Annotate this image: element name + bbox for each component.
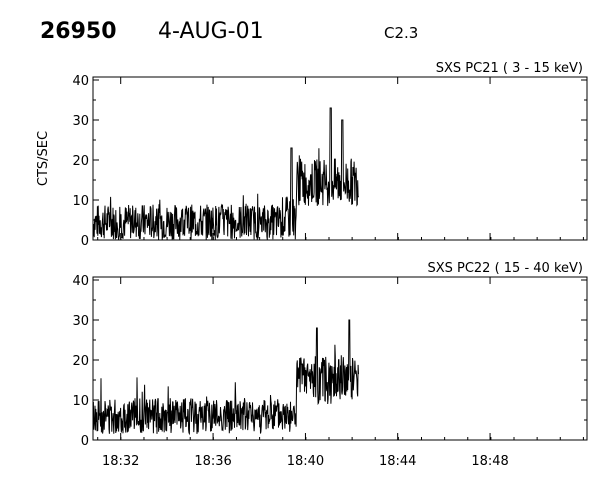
panel-pc22: SXS PC22 ( 15 - 40 keV) 0 10 20 30 40 18:32 18:… — [72, 261, 588, 469]
y-tick-label: 40 — [72, 274, 89, 289]
count-rate-trace — [92, 319, 359, 436]
y-tick-label: 20 — [72, 354, 89, 369]
y-tick-label: 40 — [72, 74, 89, 89]
goes-class-label: C2.3 — [384, 24, 418, 42]
orbit-number: 26950 — [40, 19, 117, 44]
panel-title: SXS PC22 ( 15 - 40 keV) — [427, 261, 583, 276]
y-tick-label: 10 — [72, 194, 89, 209]
plot-frame — [92, 76, 588, 241]
x-tick-label: 18:32 — [102, 454, 139, 469]
y-axis-label: CTS/SEC — [36, 131, 51, 186]
y-tick-label: 30 — [72, 114, 89, 129]
y-tick-label: 10 — [72, 394, 89, 409]
x-tick-label: 18:36 — [194, 454, 231, 469]
y-tick-label: 0 — [81, 234, 89, 249]
y-tick-label: 30 — [72, 314, 89, 329]
count-rate-trace — [92, 107, 359, 241]
y-tick-label: 20 — [72, 154, 89, 169]
x-tick-label: 18:44 — [379, 454, 416, 469]
x-tick-label: 18:40 — [287, 454, 324, 469]
x-tick-label: 18:48 — [471, 454, 508, 469]
plot-frame — [92, 276, 588, 441]
date-label: 4-AUG-01 — [158, 19, 264, 44]
panel-pc21: SXS PC21 ( 3 - 15 keV) CTS/SEC 0 10 20 30 40 — [36, 61, 588, 249]
panel-title: SXS PC21 ( 3 - 15 keV) — [436, 61, 583, 76]
y-tick-label: 0 — [81, 434, 89, 449]
